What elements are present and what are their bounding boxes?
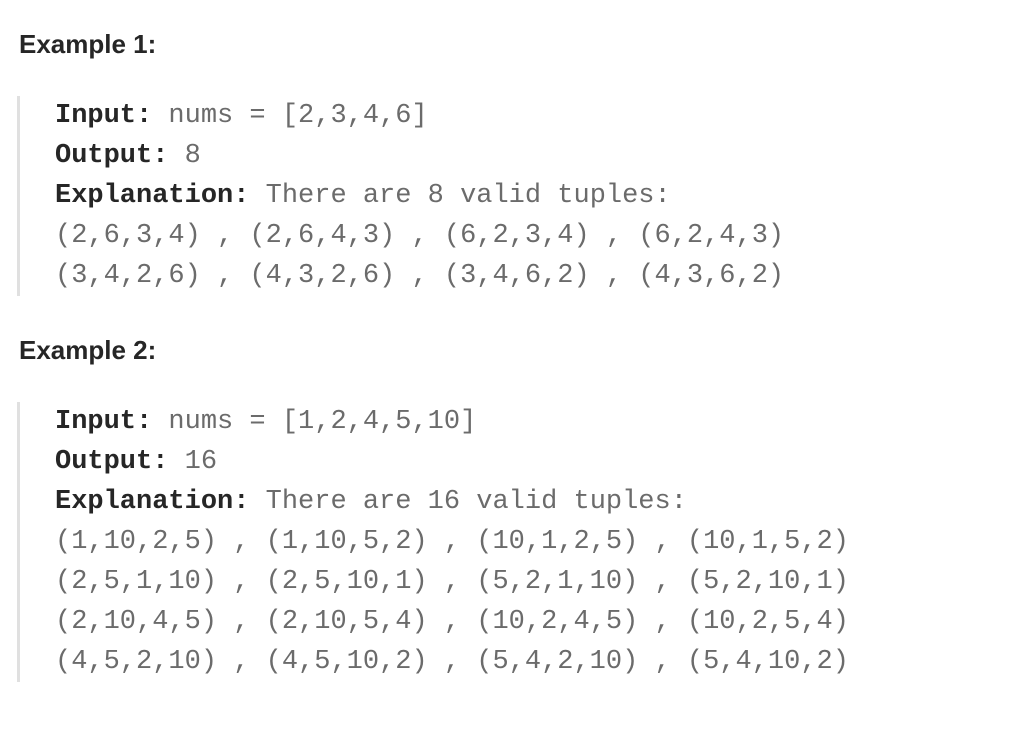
explanation-value: There are 8 valid tuples: <box>265 181 671 211</box>
input-label: Input: <box>55 101 153 131</box>
tuple-line: (4,5,2,10) , (4,5,10,2) , (5,4,2,10) , (… <box>55 647 849 677</box>
input-value: nums = [1,2,4,5,10] <box>168 407 477 437</box>
example-1-code-block: Input: nums = [2,3,4,6] Output: 8 Explan… <box>17 96 977 296</box>
output-value: 16 <box>184 447 218 477</box>
example-2-heading: Example 2: <box>19 335 157 365</box>
tuple-line: (3,4,2,6) , (4,3,2,6) , (3,4,6,2) , (4,3… <box>55 261 785 291</box>
explanation-line: Explanation: There are 8 valid tuples: <box>55 176 977 216</box>
output-label: Output: <box>55 141 169 171</box>
explanation-label: Explanation: <box>55 487 250 517</box>
tuple-line: (2,6,3,4) , (2,6,4,3) , (6,2,3,4) , (6,2… <box>55 221 785 251</box>
output-line: Output: 16 <box>55 442 977 482</box>
tuple-line: (2,5,1,10) , (2,5,10,1) , (5,2,1,10) , (… <box>55 567 849 597</box>
input-label: Input: <box>55 407 153 437</box>
input-line: Input: nums = [2,3,4,6] <box>55 96 977 136</box>
explanation-label: Explanation: <box>55 181 250 211</box>
output-label: Output: <box>55 447 169 477</box>
input-value: nums = [2,3,4,6] <box>168 101 428 131</box>
tuple-line: (2,10,4,5) , (2,10,5,4) , (10,2,4,5) , (… <box>55 607 849 637</box>
example-2-code-block: Input: nums = [1,2,4,5,10] Output: 16 Ex… <box>17 402 977 682</box>
output-value: 8 <box>184 141 201 171</box>
example-1-heading: Example 1: <box>19 29 157 59</box>
input-line: Input: nums = [1,2,4,5,10] <box>55 402 977 442</box>
explanation-value: There are 16 valid tuples: <box>265 487 687 517</box>
explanation-line: Explanation: There are 16 valid tuples: <box>55 482 977 522</box>
output-line: Output: 8 <box>55 136 977 176</box>
tuple-line: (1,10,2,5) , (1,10,5,2) , (10,1,2,5) , (… <box>55 527 849 557</box>
